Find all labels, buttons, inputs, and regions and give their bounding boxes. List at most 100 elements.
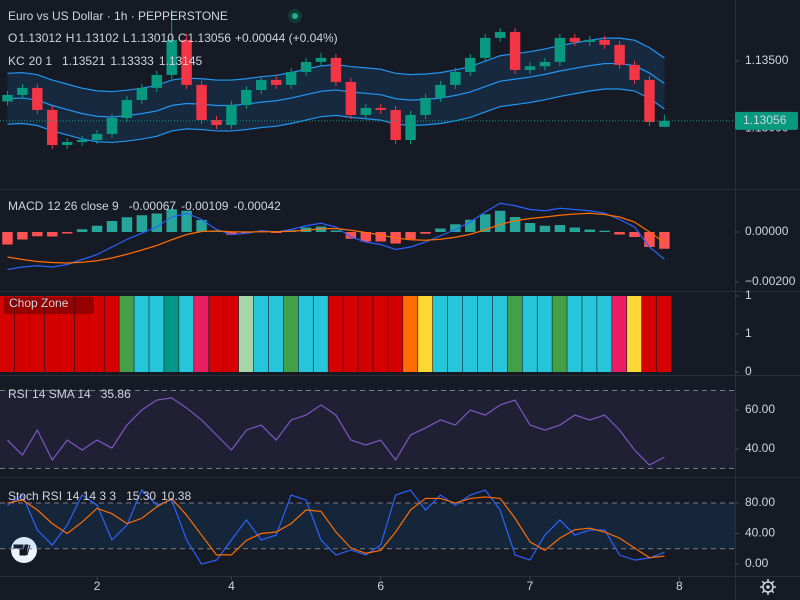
chop-bar [104, 296, 119, 372]
indicator-value: -0.00109 [181, 199, 229, 213]
histogram-bar [166, 209, 177, 232]
chop-bar [223, 296, 239, 372]
kc-line [7, 88, 665, 144]
y-tick-label: 0 [745, 364, 752, 378]
chop-bar [238, 296, 254, 372]
ohlc-value: 1.13012 [18, 31, 62, 45]
chop-bar [313, 296, 328, 372]
chop-bar [492, 296, 508, 372]
chop-bar [552, 296, 567, 372]
chop-bar [537, 296, 552, 372]
candle-body [91, 133, 103, 140]
x-tick-label: 6 [377, 579, 384, 593]
candle-body [76, 139, 88, 143]
last-price-tag [735, 111, 798, 130]
pane-label-bg [4, 297, 94, 314]
candle-body [659, 120, 670, 127]
chop-bar [477, 296, 493, 372]
chop-bar [388, 296, 403, 372]
logo-glyph [13, 544, 31, 556]
histogram-bar [61, 232, 73, 234]
ohlc-label: C [178, 31, 187, 45]
chop-bar [403, 296, 418, 372]
chop-bar [507, 296, 522, 372]
price-change: +0.00044 (+0.04%) [235, 31, 338, 45]
candle-body [465, 57, 476, 72]
histogram-bar [569, 227, 581, 232]
indicator-name: KC [8, 54, 25, 68]
indicator-line [7, 397, 665, 466]
chop-bar [358, 296, 373, 372]
histogram-bar [360, 232, 372, 242]
y-tick-label: 40.00 [745, 441, 775, 455]
candle-body [61, 142, 73, 145]
candle-body [450, 71, 461, 85]
indicator-name: RSI [8, 387, 28, 401]
chop-bar [44, 296, 60, 372]
chop-bar [432, 296, 448, 372]
histogram-bar [659, 232, 670, 249]
candle-body [315, 57, 327, 62]
chop-bar [343, 296, 358, 372]
histogram-bar [405, 232, 416, 240]
y-tick-label: 60.00 [745, 402, 775, 416]
candle-body [121, 99, 133, 118]
tradingview-logo[interactable] [11, 537, 37, 563]
candle-body [17, 87, 28, 95]
x-tick-label: 4 [228, 579, 235, 593]
settings-gear[interactable] [760, 579, 776, 595]
indicator-params: 12 26 close 9 [47, 199, 119, 213]
ohlc-value: 1.13056 [188, 31, 232, 45]
histogram-bar [226, 232, 237, 235]
candle-body [405, 114, 416, 140]
candle-body [256, 79, 267, 90]
candle-body [300, 61, 312, 72]
last-price-label: 1.13056 [743, 113, 787, 127]
histogram-bar [539, 225, 551, 232]
chop-bar [14, 296, 30, 372]
x-tick-label: 7 [527, 579, 534, 593]
indicator-line [7, 489, 665, 565]
pane-title: Chop Zone [9, 296, 69, 310]
indicator-value: 1.13145 [159, 54, 203, 68]
histogram-bar [375, 232, 386, 242]
indicator-value: 1.13333 [110, 54, 154, 68]
histogram-bar [196, 220, 207, 232]
candle-body [629, 64, 640, 80]
y-tick-label: 80.00 [745, 495, 775, 509]
chop-bar [641, 296, 657, 372]
macd-line [7, 202, 665, 271]
candle-body [166, 39, 177, 75]
candle-body [494, 31, 506, 38]
histogram-bar [330, 230, 342, 232]
ohlc-value: 1.13010 [130, 31, 174, 45]
ohlc-label: L [123, 31, 130, 45]
histogram-bar [151, 213, 162, 232]
histogram-bar [494, 210, 506, 232]
histogram-bar [181, 210, 192, 232]
histogram-bar [91, 225, 103, 232]
histogram-bar [106, 221, 118, 232]
candle-body [47, 109, 58, 145]
chop-bar [194, 296, 209, 372]
chop-bar [522, 296, 537, 372]
chop-bar [597, 296, 612, 372]
candle-body [181, 39, 192, 85]
indicator-params: 20 1 [29, 54, 53, 68]
band-fill [0, 390, 735, 469]
y-tick-label: 1 [745, 288, 752, 302]
chart-title: Euro vs US Dollar · 1h · PEPPERSTONE [8, 9, 228, 23]
chop-bar [29, 296, 45, 372]
indicator-value: 15.30 [126, 489, 156, 503]
candle-body [226, 104, 237, 125]
y-tick-label: 0.00 [745, 556, 769, 570]
histogram-bar [465, 219, 476, 232]
candle-body [524, 66, 536, 70]
histogram-bar [479, 214, 491, 232]
candle-body [554, 37, 566, 62]
candle-body [285, 71, 297, 85]
chop-bar [119, 296, 134, 372]
histogram-bar [509, 217, 521, 232]
histogram-bar [121, 217, 133, 232]
candle-body [360, 107, 372, 115]
